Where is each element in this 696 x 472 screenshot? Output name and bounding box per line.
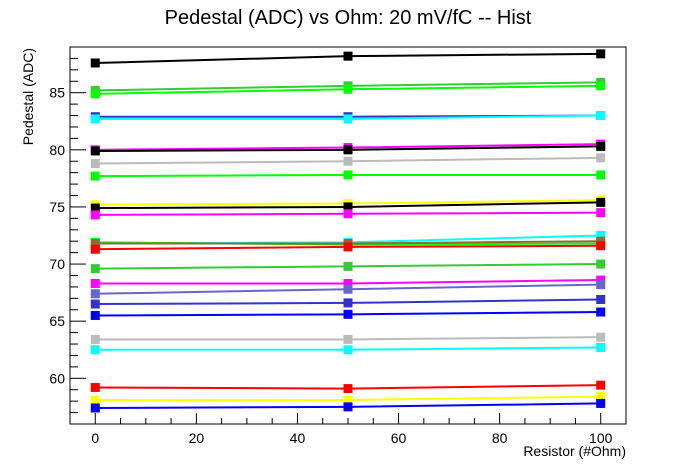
data-point <box>343 145 353 155</box>
data-point <box>343 298 353 308</box>
data-point <box>343 395 353 405</box>
data-series <box>90 259 606 274</box>
data-point <box>596 208 606 218</box>
axis-ticks: 0 20 40 60 80 100 60 65 70 75 80 85 <box>49 46 627 446</box>
data-point <box>596 153 606 163</box>
data-point <box>90 238 100 248</box>
x-tick-label: 60 <box>391 430 407 446</box>
data-point <box>596 294 606 304</box>
data-series <box>90 81 606 99</box>
data-point <box>596 307 606 317</box>
data-point <box>343 242 353 252</box>
data-point <box>343 209 353 219</box>
data-point <box>90 403 100 413</box>
y-tick-label: 70 <box>49 256 65 272</box>
data-point <box>90 114 100 124</box>
data-point <box>596 380 606 390</box>
data-point <box>90 299 100 309</box>
data-series <box>90 208 606 220</box>
data-point <box>343 345 353 355</box>
data-series <box>90 275 606 288</box>
data-point <box>343 284 353 294</box>
data-point <box>596 170 606 180</box>
data-series <box>90 342 606 355</box>
data-point <box>90 203 100 213</box>
data-point <box>90 345 100 355</box>
y-tick-label: 65 <box>49 313 65 329</box>
data-series <box>90 170 606 181</box>
data-point <box>343 51 353 61</box>
data-point <box>90 289 100 299</box>
data-point <box>596 275 606 285</box>
data-point <box>343 309 353 319</box>
data-series <box>90 141 606 156</box>
data-series <box>90 398 606 413</box>
data-series <box>90 153 606 169</box>
data-point <box>90 382 100 392</box>
data-point <box>596 197 606 207</box>
y-tick-label: 80 <box>49 142 65 158</box>
data-point <box>90 310 100 320</box>
data-point <box>90 334 100 344</box>
data-series <box>90 49 606 68</box>
data-series <box>90 307 606 320</box>
data-point <box>90 58 100 68</box>
data-point <box>596 111 606 121</box>
plot-border <box>69 46 627 425</box>
data-point <box>343 202 353 212</box>
data-series <box>90 294 606 309</box>
data-point <box>343 84 353 94</box>
data-point <box>596 332 606 342</box>
data-series <box>90 280 606 299</box>
data-point <box>90 210 100 220</box>
data-series <box>90 241 606 254</box>
data-series <box>90 197 606 213</box>
data-point <box>90 264 100 274</box>
data-point <box>596 398 606 408</box>
data-point <box>343 170 353 180</box>
data-series <box>90 111 606 124</box>
x-tick-label: 100 <box>589 430 613 446</box>
x-axis-label: Resistor (#Ohm) <box>523 443 626 459</box>
y-tick-label: 85 <box>49 85 65 101</box>
data-point <box>596 231 606 240</box>
data-point <box>90 244 100 254</box>
data-point <box>596 241 606 251</box>
data-point <box>596 342 606 352</box>
data-point <box>343 156 353 166</box>
data-point <box>596 236 606 246</box>
series-group <box>90 49 606 413</box>
data-point <box>596 49 606 59</box>
y-axis-label: Pedestal (ADC) <box>20 48 36 145</box>
x-tick-label: 80 <box>492 430 508 446</box>
data-point <box>343 261 353 271</box>
data-point <box>596 81 606 91</box>
data-point <box>343 114 353 124</box>
data-point <box>343 334 353 344</box>
y-tick-label: 60 <box>49 370 65 386</box>
data-point <box>90 395 100 405</box>
data-point <box>596 280 606 290</box>
data-point <box>90 171 100 181</box>
data-series <box>90 392 606 405</box>
data-point <box>343 402 353 412</box>
data-point <box>596 141 606 151</box>
data-point <box>596 259 606 269</box>
data-point <box>90 146 100 156</box>
data-series <box>90 332 606 344</box>
data-point <box>90 89 100 99</box>
data-series <box>90 380 606 394</box>
x-tick-label: 0 <box>91 430 99 446</box>
data-point <box>343 278 353 288</box>
plot-frame <box>69 46 627 425</box>
chart-title: Pedestal (ADC) vs Ohm: 20 mV/fC -- Hist <box>165 7 532 29</box>
data-point <box>90 159 100 169</box>
data-point <box>90 278 100 288</box>
x-tick-label: 40 <box>290 430 306 446</box>
x-tick-label: 20 <box>189 430 205 446</box>
y-tick-label: 75 <box>49 199 65 215</box>
data-point <box>596 392 606 402</box>
data-point <box>343 384 353 394</box>
